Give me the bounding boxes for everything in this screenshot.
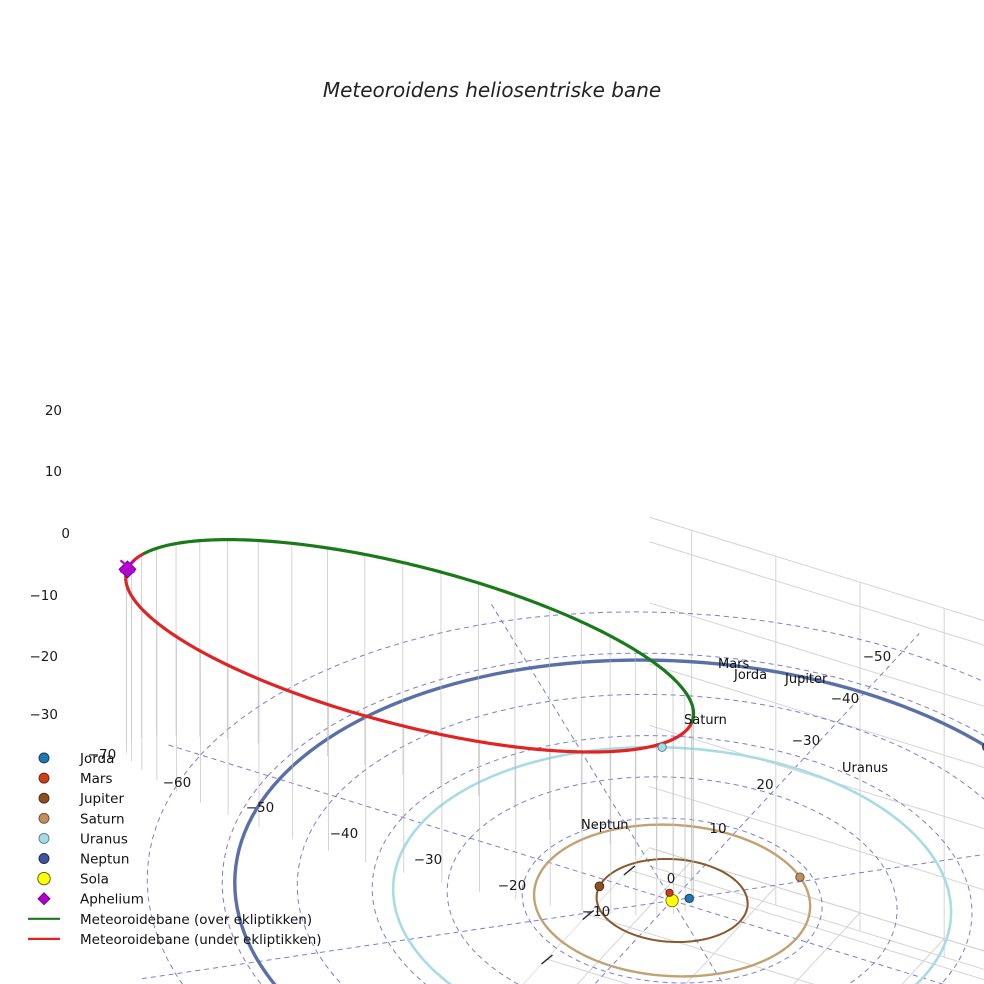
- legend-item[interactable]: Jorda: [38, 751, 114, 767]
- z-tick-label: 0: [61, 526, 70, 542]
- legend-item-label: Jorda: [79, 751, 114, 767]
- z-tick-label: −20: [30, 649, 59, 665]
- legend-item-label: Mars: [80, 771, 113, 787]
- legend-item[interactable]: Aphelium: [37, 892, 144, 908]
- mars-label: Mars: [718, 657, 750, 672]
- z-tick-label: −30: [30, 707, 59, 723]
- legend-item-label: Uranus: [80, 831, 128, 847]
- saturn-label: Saturn: [684, 713, 727, 728]
- x-tick-label: −30: [414, 852, 443, 868]
- page-title: Meteoroidens heliosentriske bane: [323, 78, 661, 102]
- tick-mark: [541, 954, 553, 965]
- legend-circle-marker: [38, 772, 50, 784]
- tick-mark: [623, 865, 636, 876]
- x-tick-label: −20: [498, 878, 527, 894]
- legend-item-label: Meteoroidebane (under ekliptikken): [80, 932, 322, 948]
- uranus-marker: [657, 742, 667, 752]
- tick-mark: [582, 909, 595, 921]
- y-tick-label: 10: [709, 821, 726, 837]
- jupiter-label: Jupiter: [784, 672, 828, 687]
- x-tick-label: −60: [163, 775, 192, 791]
- legend-circle-marker: [38, 832, 50, 844]
- y-tick-label: 0: [667, 871, 676, 887]
- legend-item-label: Meteoroidebane (over ekliptikken): [80, 912, 312, 928]
- y-tick-label: −30: [792, 733, 821, 749]
- celestial-bodies: [594, 742, 984, 908]
- x-tick-label: −70: [88, 747, 117, 763]
- legend-item-label: Saturn: [80, 811, 125, 827]
- legend-item-label: Aphelium: [80, 892, 144, 908]
- legend-item[interactable]: Meteoroidebane (over ekliptikken): [28, 912, 312, 928]
- meteoroid-orbit: [124, 538, 696, 754]
- legend-circle-marker: [38, 812, 50, 824]
- legend-item-label: Jupiter: [79, 791, 124, 807]
- legend-item-label: Neptun: [80, 852, 129, 868]
- legend-circle-marker: [38, 853, 50, 864]
- legend-item[interactable]: Jupiter: [38, 791, 124, 807]
- legend-circle-marker: [38, 792, 50, 804]
- legend[interactable]: Jorda Mars Jupiter Saturn Uranus Neptun Sola Ap…: [28, 751, 322, 948]
- z-tick-label: 20: [45, 403, 62, 419]
- x-tick-label: −10: [582, 904, 611, 920]
- neptun-label: Neptun: [581, 818, 629, 833]
- legend-circle-marker: [38, 752, 50, 764]
- legend-item[interactable]: Saturn: [38, 811, 125, 827]
- uranus-label: Uranus: [842, 761, 888, 776]
- jorda-marker: [684, 893, 694, 904]
- saturn-marker: [795, 872, 805, 882]
- z-tick-label: 10: [45, 464, 62, 480]
- axis-ticks: 20 10 0 −10 −20 −30 −70 −60 −50 −40 −30 −20 −10 −50 −4…: [30, 403, 892, 965]
- aphelium-marker: [118, 559, 137, 579]
- jupiter-marker: [594, 881, 605, 892]
- x-tick-label: −50: [246, 800, 275, 816]
- legend-item[interactable]: Uranus: [38, 831, 128, 847]
- legend-item[interactable]: Meteoroidebane (under ekliptikken): [28, 932, 322, 948]
- z-tick-label: −10: [30, 588, 59, 604]
- x-tick-label: −40: [330, 826, 359, 842]
- mars-marker: [665, 888, 674, 897]
- legend-item-label: Sola: [80, 872, 109, 888]
- legend-diamond-marker: [37, 892, 51, 906]
- axes-panes: [522, 516, 984, 984]
- aphelium-cross: [119, 559, 136, 574]
- jorda-label: Jorda: [733, 668, 767, 683]
- y-tick-label: −40: [831, 691, 860, 707]
- legend-item[interactable]: Mars: [38, 771, 113, 787]
- y-tick-label: −50: [863, 649, 892, 665]
- legend-circle-marker: [37, 871, 51, 886]
- legend-item[interactable]: Sola: [37, 871, 109, 888]
- legend-item[interactable]: Neptun: [38, 852, 129, 868]
- y-tick-label: 20: [756, 777, 773, 793]
- aphelium-diamond: [118, 560, 137, 579]
- orbit-drop-lines: [125, 539, 694, 916]
